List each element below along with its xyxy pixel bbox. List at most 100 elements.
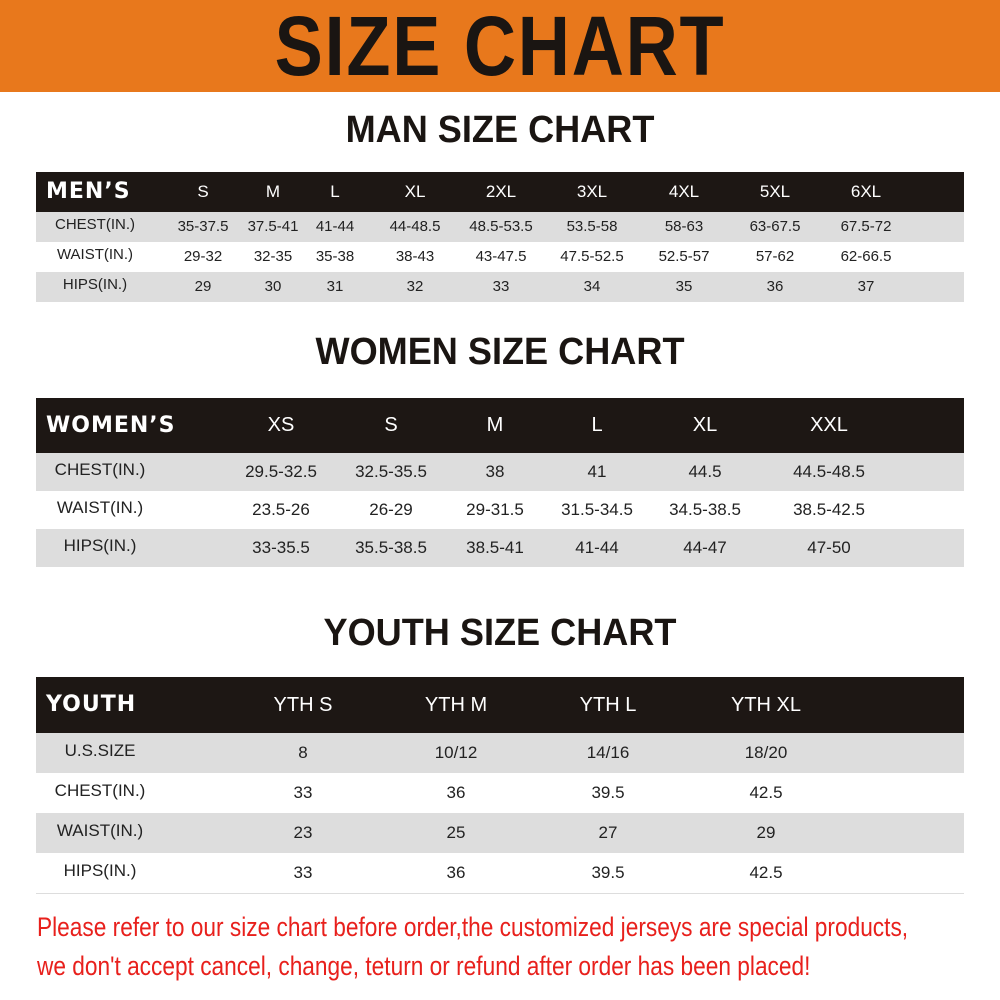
table-cell: 31 <box>326 278 344 295</box>
title-banner: SIZE CHART <box>0 0 1000 92</box>
row-label: HIPS(IN.) <box>62 276 128 293</box>
table-row: HIPS(IN.) 33-35.5 35.5-38.5 38.5-41 41-44 44-… <box>36 529 964 567</box>
table-cell: 23 <box>293 823 313 842</box>
row-label: HIPS(IN.) <box>63 861 137 880</box>
table-cell: 32-35 <box>253 248 293 265</box>
table-cell: 42.5 <box>749 863 783 882</box>
table-cell: 38 <box>485 462 505 481</box>
table-header-row: YOUTH YTH S YTH M YTH L YTH XL <box>36 677 964 733</box>
table-cell: 30 <box>264 278 282 295</box>
table-cell: 14/16 <box>586 743 630 762</box>
table-cell: 41-44 <box>315 218 355 235</box>
table-cell: 47-50 <box>807 538 851 557</box>
size-header-yth-s: YTH S <box>273 694 333 716</box>
table-cell: 32 <box>406 278 424 295</box>
table-cell: 10/12 <box>434 743 478 762</box>
notice-line-1: Please refer to our size chart before or… <box>37 912 909 942</box>
size-header-yth-l: YTH L <box>579 694 637 716</box>
table-cell: 37.5-41 <box>247 218 299 235</box>
table-row: U.S.SIZE 8 10/12 14/16 18/20 <box>36 733 964 773</box>
table-cell: 35-38 <box>315 248 355 265</box>
row-label: HIPS(IN.) <box>63 536 137 555</box>
size-header-m: M <box>265 182 281 201</box>
size-header-xl: XL <box>404 182 426 201</box>
row-label: WAIST(IN.) <box>56 498 144 517</box>
table-row: HIPS(IN.) 29 30 31 32 33 34 35 36 37 <box>36 272 964 302</box>
youth-heading: YOUTH SIZE CHART <box>323 612 677 654</box>
table-cell: 26-29 <box>369 500 413 519</box>
header-label: YOUTH <box>46 692 137 717</box>
size-header-l: L <box>591 414 603 436</box>
table-row: CHEST(IN.) 33 36 39.5 42.5 <box>36 773 964 813</box>
row-label: WAIST(IN.) <box>56 821 144 840</box>
table-cell: 36 <box>446 863 466 882</box>
table-cell: 35-37.5 <box>177 218 229 235</box>
table-row: WAIST(IN.) 29-32 32-35 35-38 38-43 43-47.5 47.… <box>36 242 964 272</box>
table-cell: 44-47 <box>683 538 727 557</box>
men-size-table: MEN’S S M L XL 2XL 3XL 4XL 5XL 6XL CHEST(IN.) 35-37… <box>36 172 964 302</box>
header-label: MEN’S <box>46 179 131 204</box>
size-header-s: S <box>384 414 398 436</box>
table-cell: 27 <box>598 823 618 842</box>
size-header-xl: XL <box>692 414 718 436</box>
table-cell: 29-32 <box>183 248 223 265</box>
table-cell: 34.5-38.5 <box>669 500 741 519</box>
table-cell: 44.5-48.5 <box>793 462 865 481</box>
size-header-3xl: 3XL <box>576 182 608 201</box>
table-cell: 36 <box>766 278 784 295</box>
size-header-l: L <box>330 182 340 201</box>
table-cell: 31.5-34.5 <box>561 500 633 519</box>
table-cell: 47.5-52.5 <box>560 248 624 265</box>
table-cell: 36 <box>446 783 466 802</box>
size-header-xxl: XXL <box>810 414 848 436</box>
table-cell: 44.5 <box>688 462 722 481</box>
table-cell: 38.5-42.5 <box>793 500 865 519</box>
table-cell: 57-62 <box>755 248 795 265</box>
table-cell: 37 <box>857 278 875 295</box>
row-label: CHEST(IN.) <box>54 460 146 479</box>
table-cell: 33 <box>293 863 313 882</box>
table-cell: 63-67.5 <box>749 218 801 235</box>
table-cell: 32.5-35.5 <box>355 462 427 481</box>
table-cell: 29.5-32.5 <box>245 462 317 481</box>
table-cell: 29 <box>194 278 212 295</box>
table-cell: 35 <box>675 278 693 295</box>
table-cell: 41 <box>587 462 607 481</box>
table-cell: 33-35.5 <box>252 538 310 557</box>
table-row: WAIST(IN.) 23.5-26 26-29 29-31.5 31.5-34.5 34… <box>36 491 964 529</box>
table-cell: 38.5-41 <box>466 538 524 557</box>
table-cell: 33 <box>293 783 313 802</box>
table-cell: 23.5-26 <box>252 500 310 519</box>
header-label: WOMEN’S <box>46 413 176 438</box>
row-label: U.S.SIZE <box>64 741 136 760</box>
table-row: HIPS(IN.) 33 36 39.5 42.5 <box>36 853 964 893</box>
table-cell: 58-63 <box>664 218 704 235</box>
women-size-table: WOMEN’S XS S M L XL XXL CHEST(IN.) 29.5-32.5 32.5… <box>36 398 964 567</box>
table-row: WAIST(IN.) 23 25 27 29 <box>36 813 964 853</box>
table-cell: 41-44 <box>575 538 619 557</box>
table-cell: 29 <box>756 823 776 842</box>
table-cell: 18/20 <box>744 743 788 762</box>
table-cell: 53.5-58 <box>566 218 618 235</box>
size-header-xs: XS <box>267 414 295 436</box>
table-cell: 35.5-38.5 <box>355 538 427 557</box>
table-cell: 52.5-57 <box>658 248 710 265</box>
men-heading: MAN SIZE CHART <box>345 109 655 151</box>
table-cell: 39.5 <box>591 783 625 802</box>
table-cell: 25 <box>446 823 466 842</box>
table-cell: 67.5-72 <box>840 218 892 235</box>
table-cell: 38-43 <box>395 248 435 265</box>
page-title: SIZE CHART <box>274 0 726 93</box>
size-header-4xl: 4XL <box>668 182 700 201</box>
table-row: CHEST(IN.) 35-37.5 37.5-41 41-44 44-48.5 48.5… <box>36 212 964 242</box>
table-cell: 62-66.5 <box>840 248 892 265</box>
table-cell: 48.5-53.5 <box>469 218 533 235</box>
table-header-row: MEN’S S M L XL 2XL 3XL 4XL 5XL 6XL <box>36 172 964 212</box>
size-header-m: M <box>486 414 504 436</box>
notice-line-2: we don't accept cancel, change, teturn o… <box>37 951 811 981</box>
size-header-yth-xl: YTH XL <box>730 694 802 716</box>
table-cell: 43-47.5 <box>475 248 527 265</box>
table-cell: 42.5 <box>749 783 783 802</box>
table-cell: 33 <box>492 278 510 295</box>
table-cell: 29-31.5 <box>466 500 524 519</box>
